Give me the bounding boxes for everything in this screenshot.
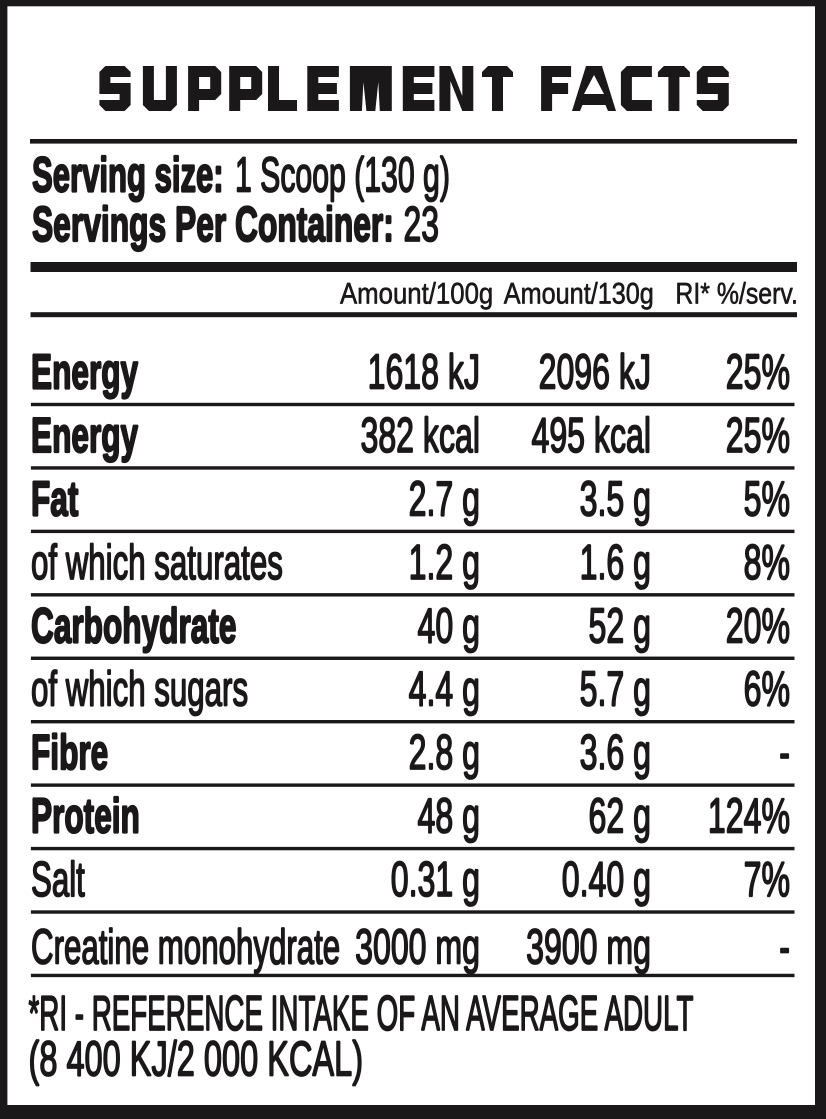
svg-text:Serving size:: Serving size: (32, 147, 224, 202)
svg-text:382 kcal: 382 kcal (360, 408, 480, 462)
svg-text:2.8 g: 2.8 g (409, 725, 480, 779)
svg-text:23: 23 (404, 197, 439, 252)
svg-text:Carbohydrate: Carbohydrate (31, 598, 236, 653)
svg-text:of which sugars: of which sugars (31, 662, 248, 717)
svg-text:(8 400 KJ/2 000 KCAL): (8 400 KJ/2 000 KCAL) (29, 1031, 364, 1086)
svg-text:0.40 g: 0.40 g (562, 852, 651, 906)
svg-text:-: - (779, 725, 790, 779)
svg-text:2.7 g: 2.7 g (409, 472, 480, 526)
svg-text:1 Scoop (130 g): 1 Scoop (130 g) (235, 147, 450, 202)
svg-text:Energy: Energy (31, 408, 138, 463)
svg-text:2096 kJ: 2096 kJ (539, 345, 651, 399)
svg-text:124%: 124% (708, 789, 790, 843)
svg-text:Creatine monohydrate: Creatine monohydrate (31, 919, 340, 974)
svg-text:Servings Per Container:: Servings Per Container: (32, 197, 394, 252)
svg-text:1.2 g: 1.2 g (409, 535, 480, 589)
svg-text:8%: 8% (744, 535, 790, 589)
svg-text:0.31 g: 0.31 g (391, 852, 480, 906)
svg-text:3.5 g: 3.5 g (580, 472, 651, 526)
svg-text:25%: 25% (726, 408, 790, 462)
svg-text:7%: 7% (744, 852, 790, 906)
svg-text:48 g: 48 g (418, 789, 480, 843)
svg-text:495 kcal: 495 kcal (531, 408, 651, 462)
svg-text:1.6 g: 1.6 g (580, 535, 651, 589)
svg-text:of which saturates: of which saturates (31, 535, 283, 590)
svg-text:40 g: 40 g (418, 598, 480, 652)
svg-text:Amount/130g: Amount/130g (504, 276, 654, 310)
svg-text:-: - (779, 920, 790, 974)
svg-text:Fat: Fat (31, 471, 79, 526)
svg-text:1618 kJ: 1618 kJ (368, 345, 480, 399)
svg-text:4.4 g: 4.4 g (409, 662, 480, 716)
svg-text:Salt: Salt (31, 852, 85, 907)
svg-text:RI* %/serv.: RI* %/serv. (675, 276, 797, 310)
svg-text:5%: 5% (744, 472, 790, 526)
svg-text:Amount/100g: Amount/100g (340, 276, 493, 309)
svg-text:3.6 g: 3.6 g (580, 725, 651, 779)
svg-text:Protein: Protein (31, 789, 140, 844)
svg-text:62 g: 62 g (589, 789, 651, 843)
svg-text:Fibre: Fibre (31, 725, 108, 780)
svg-text:25%: 25% (726, 345, 790, 399)
svg-text:52 g: 52 g (589, 598, 651, 652)
svg-text:5.7 g: 5.7 g (580, 662, 651, 716)
svg-text:3000 mg: 3000 mg (355, 920, 480, 974)
svg-text:6%: 6% (744, 662, 790, 716)
svg-text:Energy: Energy (31, 345, 138, 400)
svg-text:*RI - REFERENCE INTAKE OF AN A: *RI - REFERENCE INTAKE OF AN AVERAGE ADU… (29, 987, 694, 1041)
svg-text:3900 mg: 3900 mg (526, 920, 651, 974)
svg-text:20%: 20% (726, 598, 790, 652)
